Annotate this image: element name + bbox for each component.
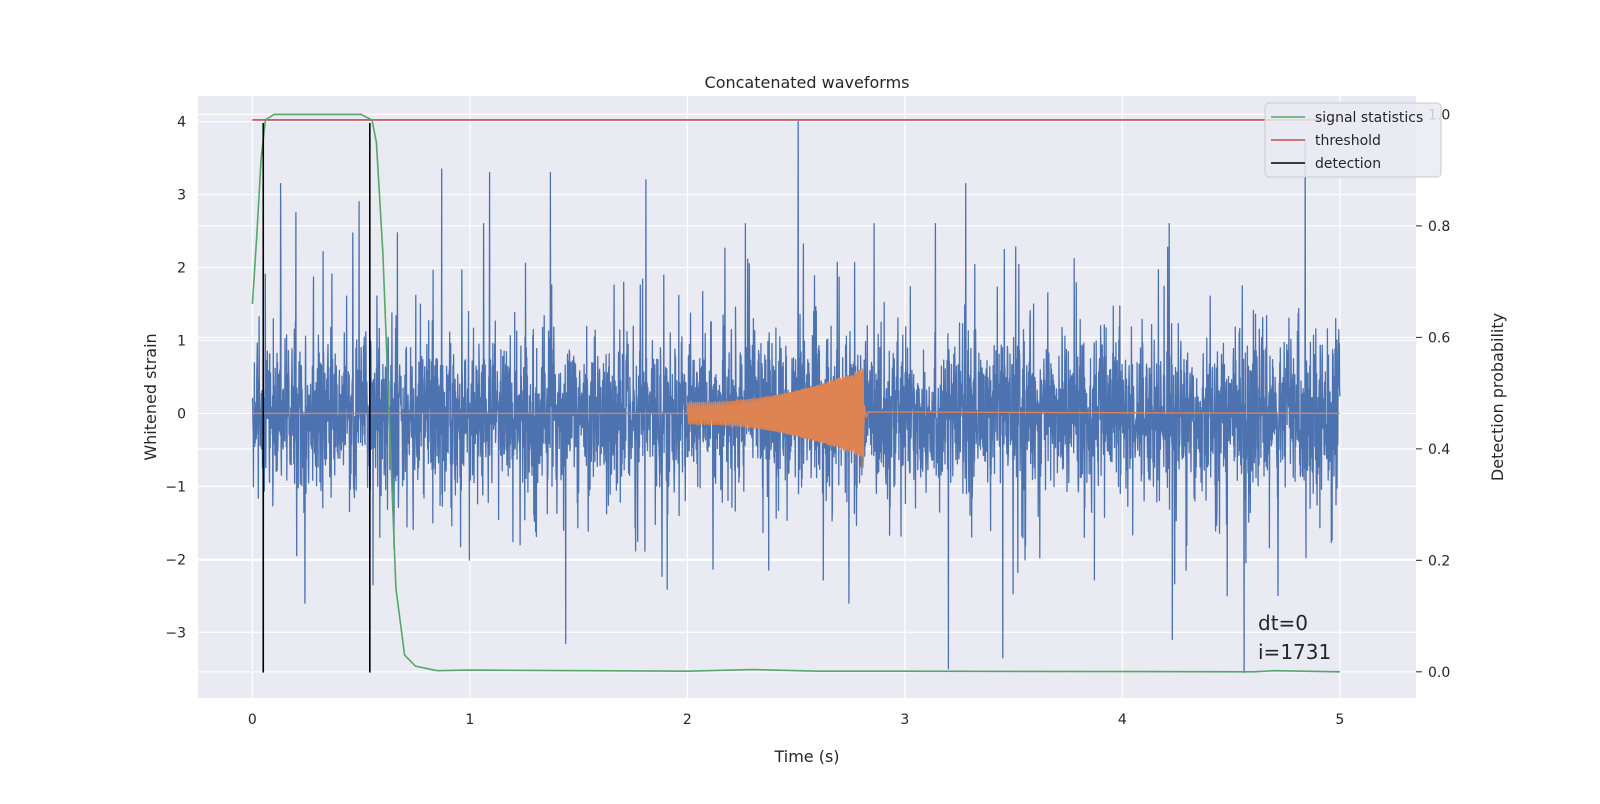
y-axis-label: Whitened strain: [141, 333, 160, 460]
y2-axis-label: Detection probability: [1488, 313, 1507, 481]
x-tick-label: 2: [683, 712, 692, 728]
annotation-dt: dt=0: [1258, 611, 1308, 635]
chirp-series-line: [252, 368, 1340, 469]
y2-tick-label: 0.6: [1428, 330, 1450, 346]
x-tick-label: 0: [248, 712, 257, 728]
y-tick-label: −3: [165, 625, 186, 641]
legend-box: [1264, 102, 1442, 178]
signal-statistics-line: [251, 113, 1340, 673]
x-tick-label: 5: [1335, 712, 1344, 728]
y-tick-label: 3: [177, 188, 186, 204]
x-axis-label: Time (s): [773, 747, 839, 766]
legend-label-detection: detection: [1315, 156, 1381, 172]
y-tick-label: 2: [177, 260, 186, 276]
y-tick-label: −2: [165, 552, 186, 568]
x-tick-label: 4: [1118, 712, 1127, 728]
y2-tick-label: 0.4: [1428, 442, 1450, 458]
chart-title: Concatenated waveforms: [705, 73, 910, 92]
y2-tick-label: 0.8: [1428, 219, 1450, 235]
x-tick-label: 1: [465, 712, 474, 728]
series-layer: [251, 113, 1341, 674]
y-tick-label: 0: [177, 406, 186, 422]
annotation-i: i=1731: [1258, 640, 1331, 664]
legend-label-threshold: threshold: [1315, 133, 1381, 149]
legend: signal statistics threshold detection: [1264, 102, 1442, 178]
y-tick-label: 1: [177, 333, 186, 349]
y-tick-label: −1: [165, 479, 186, 495]
x-tick-label: 3: [900, 712, 909, 728]
y2-tick-label: 0.0: [1428, 665, 1450, 681]
annotation: dt=0 i=1731: [1258, 611, 1331, 664]
legend-label-signal: signal statistics: [1315, 110, 1423, 126]
y2-tick-label: 0.2: [1428, 553, 1450, 569]
y-tick-label: 4: [177, 115, 186, 131]
